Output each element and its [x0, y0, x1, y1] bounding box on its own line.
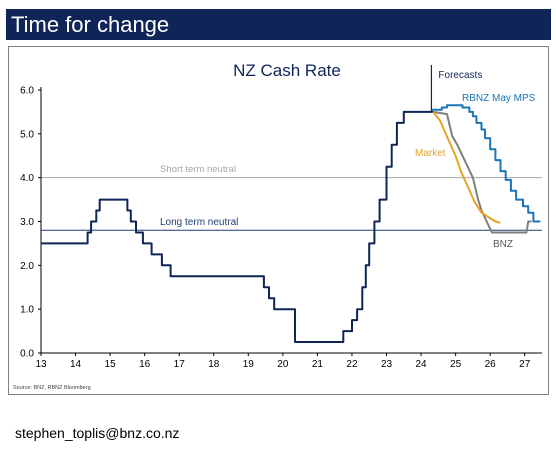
x-tick-label: 17	[174, 359, 186, 370]
series-group	[41, 104, 541, 343]
y-tick-label: 2.0	[20, 261, 34, 272]
y-tick-label: 5.0	[20, 129, 34, 140]
bnz-forecast-line	[433, 110, 532, 234]
x-tick-label: 13	[35, 359, 47, 370]
cash-rate-chart: NZ Cash Rate 0.0 1.0 2.0 3.0 4.0 5.0 6.0 13 14 15…	[13, 61, 542, 391]
x-tick-label: 15	[105, 359, 117, 370]
bnz-label: BNZ	[493, 239, 513, 250]
x-tick-label: 14	[70, 359, 82, 370]
y-tick-label: 1.0	[20, 305, 34, 316]
slide-header: Time for change	[6, 9, 551, 40]
chart-frame: NZ Cash Rate 0.0 1.0 2.0 3.0 4.0 5.0 6.0 13 14 15…	[8, 46, 549, 395]
x-tick-label: 16	[139, 359, 151, 370]
footer-email: stephen_toplis@bnz.co.nz	[15, 425, 180, 441]
x-tick-label: 22	[346, 359, 358, 370]
forecasts-label: Forecasts	[438, 70, 482, 81]
x-tick-label: 25	[450, 359, 462, 370]
rbnz-label: RBNZ May MPS	[462, 93, 536, 104]
x-tick-label: 23	[381, 359, 393, 370]
chart-title: NZ Cash Rate	[233, 61, 341, 80]
x-tick-label: 20	[277, 359, 289, 370]
x-tick-label: 27	[519, 359, 531, 370]
y-tick-label: 3.0	[20, 217, 34, 228]
short-term-neutral-label: Short term neutral	[160, 164, 236, 175]
rbnz-may-mps-line	[431, 104, 541, 223]
axes: 0.0 1.0 2.0 3.0 4.0 5.0 6.0 13 14 15 16 17 18 19 20 21 2…	[20, 86, 542, 370]
x-tick-label: 24	[416, 359, 428, 370]
market-label: Market	[415, 148, 446, 159]
x-tick-label: 21	[312, 359, 324, 370]
slide-title: Time for change	[11, 12, 170, 37]
y-tick-label: 0.0	[20, 349, 34, 360]
market-forecast-line	[432, 111, 501, 224]
history-line	[41, 110, 434, 343]
x-tick-label: 18	[208, 359, 220, 370]
x-tick-label: 19	[243, 359, 255, 370]
reference-lines	[41, 177, 542, 231]
source-note: Source: BNZ, RBNZ Bloomberg	[13, 385, 91, 391]
y-tick-label: 4.0	[20, 173, 34, 184]
annotations: Forecasts RBNZ May MPS Market BNZ Short term…	[160, 65, 536, 250]
y-tick-label: 6.0	[20, 86, 34, 97]
x-tick-label: 26	[485, 359, 497, 370]
long-term-neutral-label: Long term neutral	[160, 217, 238, 228]
